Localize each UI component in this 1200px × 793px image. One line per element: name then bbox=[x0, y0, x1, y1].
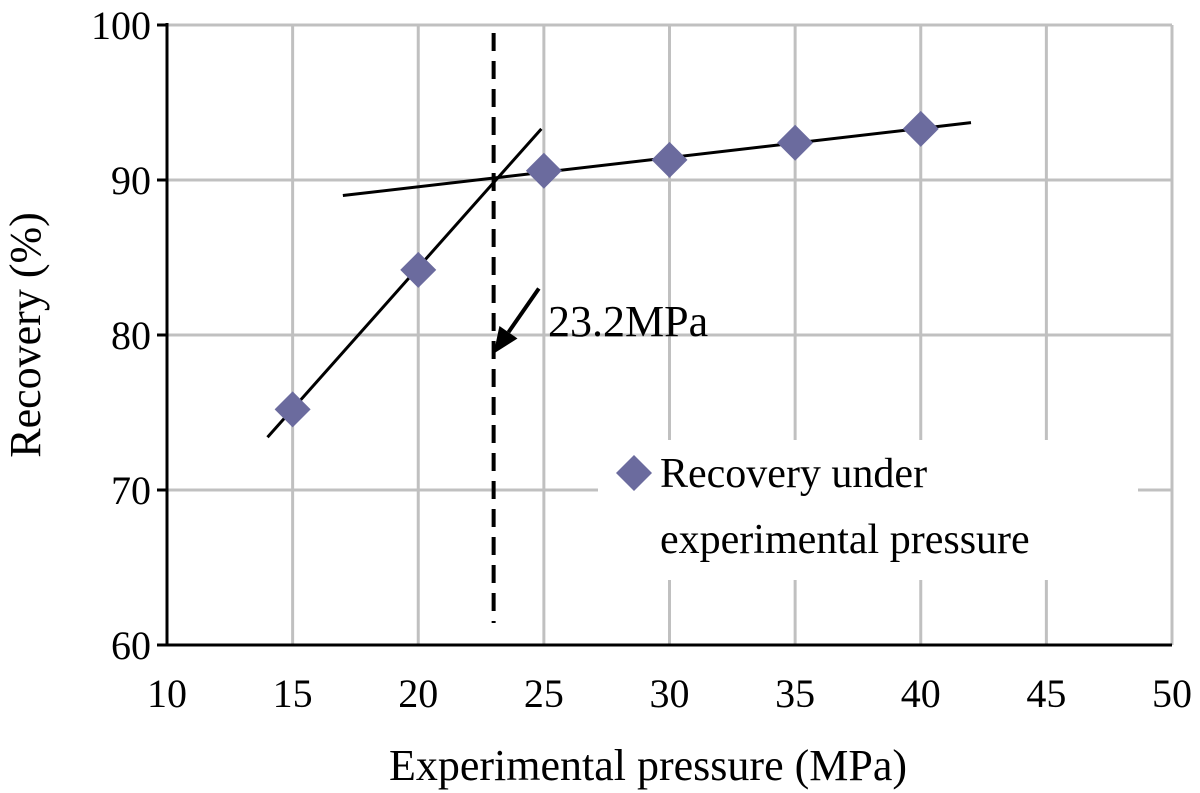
axes bbox=[157, 23, 1172, 647]
x-tick-label-20: 20 bbox=[398, 671, 438, 716]
y-tick-label-80: 80 bbox=[111, 313, 151, 358]
trend-lines bbox=[266, 121, 972, 439]
annotation-arrow bbox=[506, 287, 541, 334]
annotation-arrow-head bbox=[493, 325, 518, 354]
legend-background bbox=[598, 440, 1138, 580]
y-tick-label-60: 60 bbox=[111, 623, 151, 668]
steep-trend-line bbox=[266, 127, 543, 439]
y-tick-label-100: 100 bbox=[91, 3, 151, 48]
legend-label-line-2: experimental pressure bbox=[660, 517, 1030, 563]
x-tick-label-10: 10 bbox=[147, 671, 187, 716]
x-tick-labels: 10 15 20 25 30 35 40 45 50 bbox=[147, 671, 1192, 716]
data-point-20 bbox=[400, 251, 437, 288]
legend-label-line-1: Recovery under bbox=[660, 451, 927, 497]
y-tick-label-70: 70 bbox=[111, 468, 151, 513]
data-point-15 bbox=[274, 391, 311, 428]
x-axis-title: Experimental pressure (MPa) bbox=[389, 741, 907, 790]
legend-marker bbox=[616, 455, 652, 491]
legend-marker-diamond bbox=[616, 455, 652, 491]
data-point-30 bbox=[651, 141, 688, 178]
x-tick-label-35: 35 bbox=[775, 671, 815, 716]
annotation-group: 23.2MPa bbox=[493, 287, 708, 354]
y-tick-label-90: 90 bbox=[111, 158, 151, 203]
data-point-35 bbox=[777, 124, 814, 161]
x-tick-label-15: 15 bbox=[273, 671, 313, 716]
data-point-40 bbox=[902, 110, 939, 147]
y-tick-labels: 60 70 80 90 100 bbox=[91, 3, 151, 668]
data-point-25 bbox=[525, 152, 562, 189]
x-tick-label-40: 40 bbox=[901, 671, 941, 716]
legend: Recovery under experimental pressure bbox=[598, 440, 1138, 580]
x-tick-label-30: 30 bbox=[650, 671, 690, 716]
data-points bbox=[274, 110, 939, 428]
x-tick-label-50: 50 bbox=[1152, 671, 1192, 716]
annotation-label: 23.2MPa bbox=[548, 297, 708, 346]
y-axis-title: Recovery (%) bbox=[1, 212, 50, 458]
x-tick-label-25: 25 bbox=[524, 671, 564, 716]
x-tick-label-45: 45 bbox=[1026, 671, 1066, 716]
